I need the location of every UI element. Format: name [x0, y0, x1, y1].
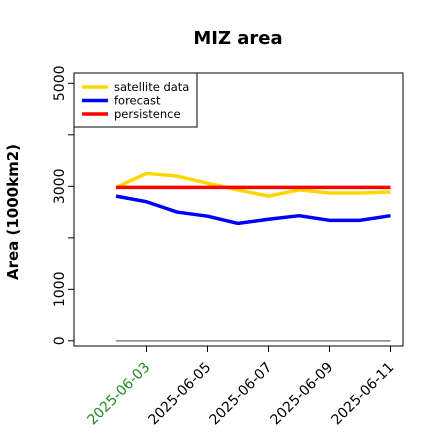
y-tick-label: 3000 — [52, 169, 68, 205]
x-tick-label: 2025-06-07 — [206, 360, 275, 429]
series-line-satellite-data — [115, 171, 391, 198]
legend-label-persistence: persistence — [114, 107, 181, 121]
legend-label-forecast: forecast — [114, 94, 161, 108]
y-axis-label: Area (1000km2) — [4, 144, 22, 280]
plot-area: 01000300050002025-06-032025-06-052025-06… — [52, 65, 404, 429]
chart-title: MIZ area — [193, 28, 282, 49]
legend-label-satellite-data: satellite data — [114, 80, 189, 94]
x-tick-label: 2025-06-09 — [267, 360, 336, 429]
y-tick-label: 0 — [52, 336, 68, 345]
x-tick-label: 2025-06-11 — [328, 360, 397, 429]
x-tick-label: 2025-06-05 — [145, 360, 214, 429]
x-tick-label: 2025-06-03 — [84, 360, 153, 429]
plot-frame — [73, 72, 404, 347]
y-tick-label: 1000 — [52, 272, 68, 308]
y-tick-label: 5000 — [52, 65, 68, 101]
series-line-forecast — [115, 194, 391, 226]
